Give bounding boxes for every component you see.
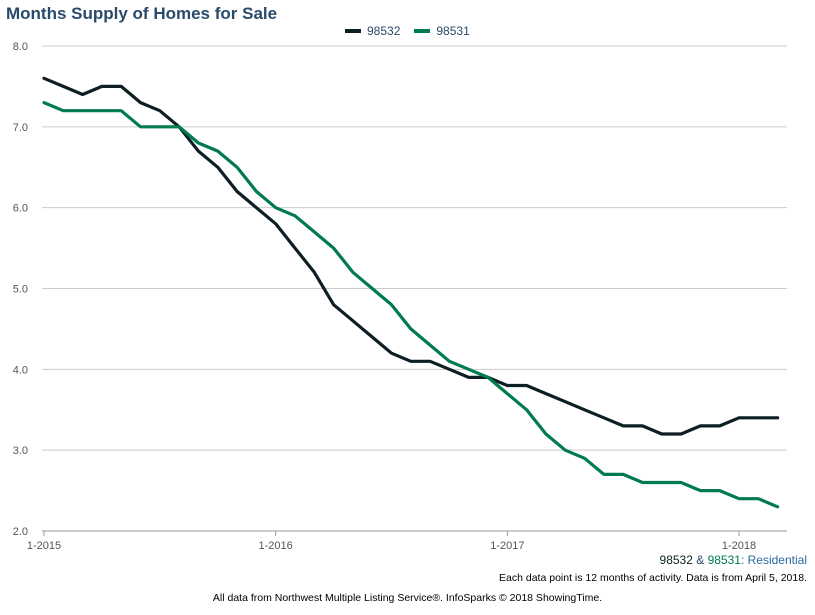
y-tick-label: 8.0 [13, 41, 28, 53]
chart-title: Months Supply of Homes for Sale [6, 4, 278, 23]
x-tick-label: 1-2016 [259, 540, 293, 552]
legend-item-98532[interactable]: 98532 [345, 24, 400, 38]
legend-label-98531: 98531 [436, 24, 470, 38]
y-tick-label: 7.0 [13, 122, 28, 134]
y-tick-label: 4.0 [13, 364, 28, 376]
x-tick-label: 1-2018 [722, 540, 756, 552]
filter-area-98531: 98531 [707, 553, 741, 567]
x-tick-label: 1-2015 [27, 540, 61, 552]
legend: 98532 98531 [345, 24, 470, 38]
filter-property-type: : Residential [740, 553, 807, 567]
y-tick-label: 5.0 [13, 284, 28, 296]
filter-ampersand: & [692, 553, 708, 567]
series-lines [42, 76, 780, 509]
y-tick-label: 6.0 [13, 203, 28, 215]
data-note: Each data point is 12 months of activity… [499, 572, 807, 584]
x-axis: 1-2015 1-2016 1-2017 1-2018 [27, 531, 756, 552]
gridlines [42, 45, 787, 532]
legend-item-98531[interactable]: 98531 [414, 24, 470, 38]
y-tick-label: 2.0 [13, 526, 28, 538]
legend-swatch-98532 [345, 29, 361, 33]
y-axis: 2.0 3.0 4.0 5.0 6.0 7.0 8.0 [13, 41, 28, 538]
filter-label: 98532 & 98531: Residential [660, 553, 807, 567]
y-tick-label: 3.0 [13, 445, 28, 457]
x-tick-label: 1-2017 [490, 540, 524, 552]
series-line-98532[interactable] [42, 76, 780, 436]
filter-area-98532: 98532 [659, 553, 693, 567]
legend-swatch-98531 [414, 29, 431, 33]
series-line-98531[interactable] [42, 100, 780, 509]
legend-label-98532: 98532 [367, 24, 401, 38]
footer-credit: All data from Northwest Multiple Listing… [212, 592, 603, 604]
